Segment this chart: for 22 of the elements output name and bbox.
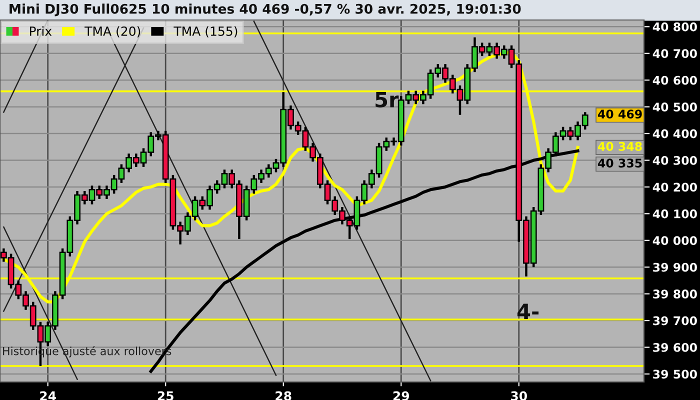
y-tick-label: 40 000: [652, 236, 697, 246]
legend-label: TMA (155): [174, 26, 238, 38]
chart-title: Mini DJ30 Full0625 10 minutes 40 469 -0,57 % 30 avr. 2025, 19:01:30: [10, 4, 521, 16]
y-tick-label: 39 500: [653, 370, 697, 379]
y-tick-label: 40 400: [652, 129, 697, 138]
legend-label: Prix: [30, 26, 52, 36]
text: 40 469: [598, 110, 642, 119]
y-tick-label: 39 700: [653, 316, 697, 326]
text: 40 335: [598, 158, 642, 168]
y-tick-label: 39 800: [653, 290, 697, 298]
text: 40 348: [598, 142, 642, 151]
y-tick-label: 39 900: [653, 262, 697, 272]
y-tick-label: 40 300: [652, 156, 697, 165]
y-tick-label: 40 200: [652, 182, 697, 192]
y-tick-label: 40 700: [652, 49, 697, 58]
y-tick-label: 40 500: [652, 102, 697, 112]
y-tick-label: 40 800: [652, 22, 697, 32]
y-tick-label: 40 600: [652, 76, 697, 85]
legend-label: TMA (20): [84, 26, 140, 38]
y-tick-label: 39 600: [653, 342, 697, 352]
annotation: 5r: [376, 92, 399, 108]
y-tick-label: 40 100: [652, 209, 697, 218]
